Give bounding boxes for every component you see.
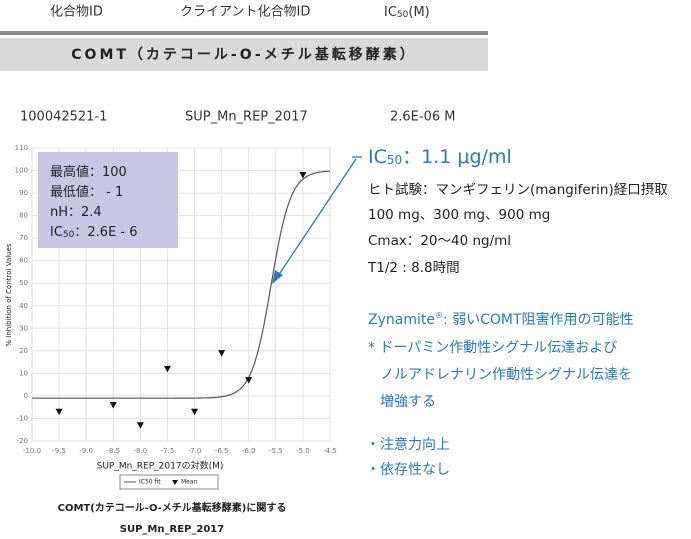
text: 最高値： [50,164,102,180]
text: nH： [50,205,81,220]
point [191,408,199,416]
point [299,172,307,179]
bullet: ・依存性なし [366,462,450,478]
point [245,377,253,384]
x-tick-label: -8.5 [106,447,120,455]
effect-line: ノルアドレナリン作動性シグナル伝達を [380,367,632,383]
cell: SUP_Mn_REP_2017 [185,110,308,125]
x-tick-label: -8.0 [134,447,148,455]
x-tick-label: -7.5 [161,447,175,455]
effect-line: 増強する [380,394,436,410]
y-tick-label: 80 [19,212,28,220]
point [163,365,171,373]
point [55,408,63,416]
text: IC [368,146,387,168]
y-tick-label: 110 [15,144,28,152]
value-label: 2.6E - 6 [87,225,137,240]
rule [0,31,488,35]
x-tick-label: -10.0 [23,447,41,455]
bullet: ・注意力向上 [366,436,450,453]
effect-line: * ドーパミン作動性シグナル伝達および [368,340,617,356]
text: 最低値： [50,184,102,200]
text: IC [50,225,63,240]
subscript: 50 [387,153,402,167]
value-label: 100 [102,165,127,180]
column-header: IC50(M) [384,5,430,20]
y-tick-label: 20 [19,347,28,355]
y-tick-label: 70 [19,234,28,242]
caption: SUP_Mn_REP_2017 [120,524,224,535]
y-tick-label: 60 [19,257,28,265]
fit-param: nH：2.4 [50,205,102,220]
zynamite: Zynamite®: 弱いCOMT阻害作用の可能性 [368,311,634,329]
x-tick-label: -9.5 [52,447,66,455]
ic50-heading: IC50：1.1 μg/ml [368,146,512,168]
text: : 弱いCOMT阻害作用の可能性 [443,312,634,328]
y-tick-label: 90 [19,189,28,197]
study-line: 100 mg、300 mg、900 mg [368,207,550,223]
legend-label: Mean [181,479,198,486]
legend-swatch [172,480,178,485]
fit-param: 最低値： - 1 [50,184,123,200]
x-tick-label: -9.0 [79,447,93,455]
value-label: - 1 [102,185,123,200]
fit-param: 最高値：100 [50,164,127,180]
study-line: ヒト試験：マンギフェリン(mangiferin)経口摂取 [368,182,668,198]
y-axis-label: % Inhibition of Control Values [5,243,13,347]
y-tick-label: 50 [19,279,28,287]
banner [0,38,488,71]
text: IC [384,5,397,20]
x-tick-label: -4.5 [323,447,337,455]
point [136,422,144,429]
y-tick-label: -20 [17,437,28,445]
x-axis-label: SUP_Mn_REP_2017の対数(M) [97,460,224,472]
text: Zynamite [368,312,435,328]
value-label: 2.4 [81,205,102,220]
column-header: クライアント化合物ID [180,5,310,20]
y-tick-label: 100 [15,167,28,175]
fit-param: IC50：2.6E - 6 [50,225,138,240]
y-tick-label: 10 [19,369,28,377]
text: (M) [408,5,429,20]
text: ：1.1 μg/ml [402,146,512,168]
y-tick-label: -10 [17,414,28,422]
study-line: T1/2 : 8.8時間 [367,260,460,276]
fit-curve [32,170,331,399]
arrowhead [272,270,283,284]
x-tick-label: -5.5 [269,447,283,455]
callout-line [277,158,357,277]
x-tick-label: -6.0 [242,447,256,455]
subscript: 50 [397,10,409,20]
y-tick-label: 40 [19,302,28,310]
point [218,350,226,357]
x-tick-label: -5.0 [296,447,310,455]
text: ： [74,225,87,240]
legend [119,474,219,490]
x-tick-label: -6.5 [215,447,229,455]
legend-label: IC50 fit [139,479,161,486]
cell: 2.6E-06 M [390,110,455,125]
study-line: Cmax：20〜40 ng/ml [368,233,511,249]
y-tick-label: 0 [24,392,28,400]
superscript: ® [435,311,443,320]
column-header: 化合物ID [50,5,103,20]
y-tick-label: 30 [19,324,28,332]
banner-text: COMT（カテコール-O-メチル基転移酵素） [71,46,416,63]
x-tick-label: -7.0 [188,447,202,455]
caption: COMT(カテコール-O-メチル基転移酵素)に関する [58,501,287,514]
point [109,401,117,409]
cell: 100042521-1 [20,110,107,125]
fit-box [38,152,178,248]
subscript: 50 [63,230,75,240]
